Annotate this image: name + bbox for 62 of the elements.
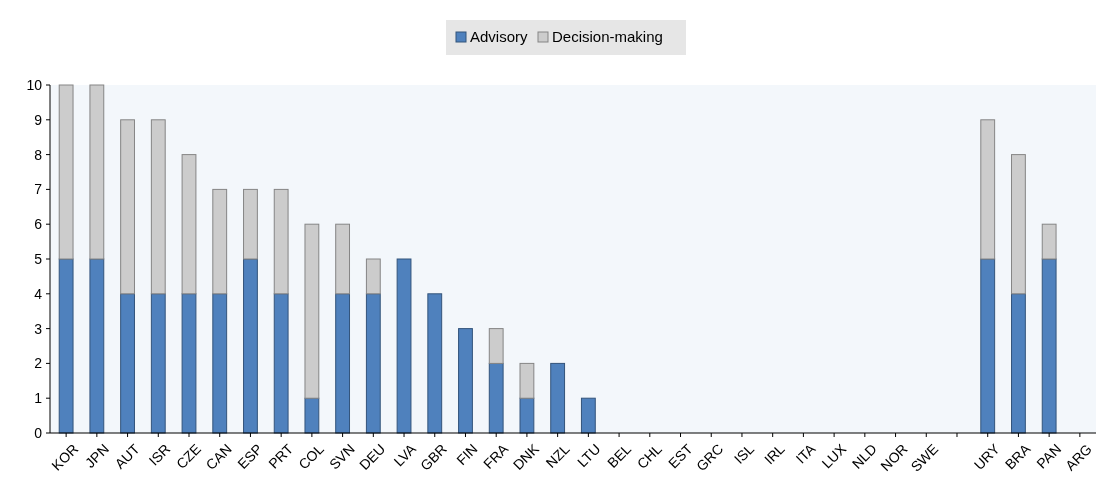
bar <box>550 362 566 434</box>
bar <box>89 258 105 434</box>
x-tick-label: ISR <box>145 440 174 469</box>
bar <box>580 397 596 434</box>
bar <box>243 258 258 434</box>
x-tick-label: NZL <box>542 440 573 471</box>
x-tick-label: LVA <box>390 440 420 470</box>
x-tick-label: LTU <box>574 440 604 471</box>
bar <box>89 84 105 260</box>
bar <box>335 293 351 434</box>
bar <box>181 154 197 295</box>
bar <box>396 258 412 434</box>
x-tick-label: ISL <box>730 440 758 467</box>
y-tick-label: 0 <box>34 424 43 441</box>
bar <box>427 293 443 434</box>
bar <box>243 188 258 260</box>
x-tick-label: FIN <box>453 440 481 469</box>
bar <box>519 397 535 434</box>
bar <box>150 293 166 434</box>
x-tick-label: IRL <box>761 440 788 468</box>
y-tick-label: 9 <box>34 111 43 128</box>
bar <box>365 258 381 295</box>
bar <box>212 188 228 295</box>
y-tick-label: 7 <box>34 181 43 198</box>
x-tick-label: CHL <box>633 440 665 472</box>
bar <box>980 119 996 260</box>
bar <box>273 293 289 434</box>
bar <box>150 119 166 295</box>
bar <box>120 119 135 295</box>
bar <box>488 362 504 434</box>
x-tick-label: FRA <box>480 440 512 472</box>
x-tick-label: COL <box>295 440 328 473</box>
bar <box>58 84 74 260</box>
bar <box>1041 258 1057 434</box>
bar <box>488 328 504 364</box>
y-tick-label: 4 <box>34 285 43 302</box>
y-tick-label: 5 <box>34 250 43 267</box>
y-tick-label: 10 <box>26 76 43 93</box>
bar <box>1011 293 1026 434</box>
y-tick-label: 3 <box>34 320 43 337</box>
bar <box>273 188 289 295</box>
bar <box>212 293 228 434</box>
bar <box>335 223 351 295</box>
bar <box>58 258 74 434</box>
bar <box>458 328 473 434</box>
bar <box>519 362 535 399</box>
x-tick-label: BEL <box>604 440 635 471</box>
y-tick-label: 8 <box>34 146 43 163</box>
y-tick-label: 2 <box>34 355 43 372</box>
bar <box>365 293 381 434</box>
x-tick-label: ITA <box>792 440 819 467</box>
y-tick-label: 1 <box>34 390 43 407</box>
legend-label: Decision-making <box>552 28 663 46</box>
bar <box>304 397 320 434</box>
bar <box>120 293 135 434</box>
bar <box>1041 223 1057 260</box>
bar <box>1011 154 1026 295</box>
y-tick-label: 6 <box>34 216 43 233</box>
bar <box>181 293 197 434</box>
bar <box>980 258 996 434</box>
bar <box>304 223 320 399</box>
legend-label: Advisory <box>470 28 529 46</box>
